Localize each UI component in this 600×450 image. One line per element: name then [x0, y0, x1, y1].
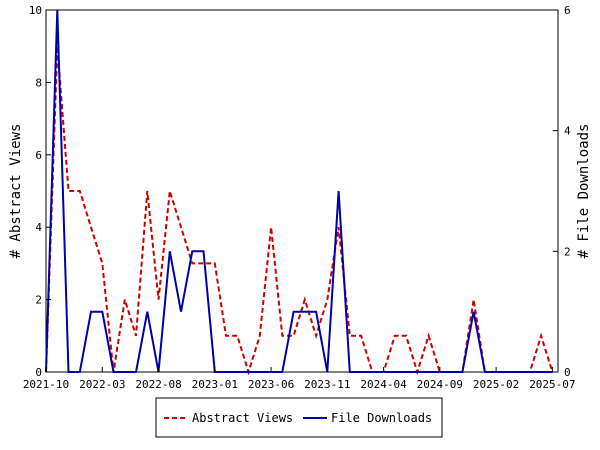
x-tick-label: 2024-09 — [417, 378, 463, 391]
left-tick-label: 8 — [35, 76, 42, 89]
x-tick-label: 2023-01 — [192, 378, 238, 391]
right-axis-label: # File Downloads — [576, 124, 592, 259]
left-tick-label: 10 — [29, 4, 42, 17]
series-line-file-downloads — [45, 9, 553, 373]
right-tick-label: 0 — [564, 366, 571, 379]
x-tick-label: 2021-10 — [23, 378, 69, 391]
left-tick-label: 4 — [35, 221, 42, 234]
legend-box — [155, 397, 443, 438]
left-axis-label: # Abstract Views — [8, 124, 24, 259]
x-tick-label: 2025-02 — [473, 378, 519, 391]
x-tick-label: 2024-04 — [360, 378, 407, 391]
x-tick-label: 2023-11 — [304, 378, 350, 391]
legend-label-file-downloads: File Downloads — [331, 411, 432, 425]
left-tick-label: 0 — [35, 366, 42, 379]
legend-label-abstract-views: Abstract Views — [192, 411, 293, 425]
x-tick-label: 2025-07 — [529, 378, 575, 391]
left-tick-label: 6 — [35, 149, 42, 162]
x-tick-label: 2023-06 — [248, 378, 294, 391]
x-tick-label: 2022-08 — [135, 378, 181, 391]
right-tick-label: 2 — [564, 245, 571, 258]
right-tick-label: 4 — [564, 125, 571, 138]
x-tick-label: 2022-03 — [79, 378, 125, 391]
legend: Abstract Views File Downloads — [155, 397, 443, 438]
series-line-abstract-views — [45, 46, 554, 376]
series-layer — [45, 9, 554, 376]
right-tick-label: 6 — [564, 4, 571, 17]
ticks-layer: 0 2 4 6 8 10 0 2 4 6 2021-10 2022-03 2022-08 2023-01 2… — [23, 4, 576, 391]
left-tick-label: 2 — [35, 294, 42, 307]
